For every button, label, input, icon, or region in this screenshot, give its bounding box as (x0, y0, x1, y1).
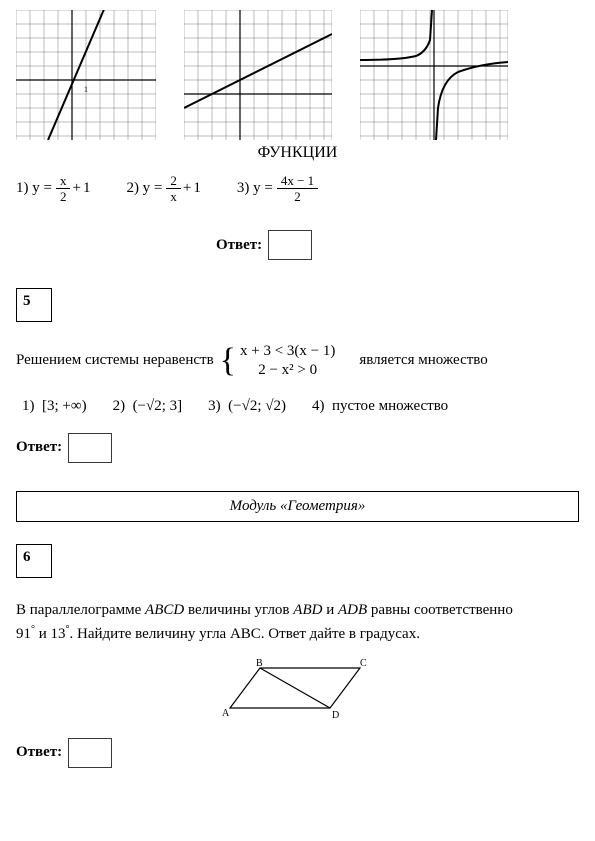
q5-statement: Решением системы неравенств { x + 3 < 3(… (16, 342, 579, 380)
answer-row-q5: Ответ: (16, 433, 579, 463)
svg-text:A: A (222, 708, 230, 719)
q5-option-3: 3) (−√2; √2) (208, 398, 286, 415)
q5-option-4: 4) пустое множество (312, 398, 448, 415)
brace-icon: { (220, 344, 236, 378)
svg-text:C: C (360, 658, 367, 669)
svg-text:B: B (256, 658, 263, 669)
function-options: 1) y = x2 + 1 2) y = 2x + 1 3) y = 4x − … (16, 172, 579, 206)
module-header: Модуль «Геометрия» (16, 491, 579, 522)
svg-text:D: D (332, 710, 339, 720)
parallelogram-figure: A B C D (16, 656, 579, 720)
q5-options: 1) [3; +∞) 2) (−√2; 3] 3) (−√2; √2) 4) п… (22, 398, 579, 415)
graph-reciprocal (360, 10, 508, 140)
answer-label: Ответ: (16, 744, 62, 761)
graph-linear: 1 (16, 10, 156, 140)
answer-row-q6: Ответ: (16, 738, 579, 768)
svg-text:1: 1 (84, 85, 88, 94)
question-number-5: 5 (16, 288, 52, 322)
func-option-3: 3) y = 4x − 12 (237, 174, 322, 205)
answer-box[interactable] (68, 433, 112, 463)
inequality-system: { x + 3 < 3(x − 1) 2 − x² > 0 (220, 342, 336, 380)
answer-box[interactable] (68, 738, 112, 768)
q6-paragraph: В параллелограмме ABCD величины углов AB… (16, 598, 579, 646)
figure-row: 1 (16, 10, 579, 140)
answer-label: Ответ: (16, 439, 62, 456)
func-option-1: 1) y = x2 + 1 (16, 174, 90, 205)
answer-label: Ответ: (216, 237, 262, 254)
answer-row-functions: Ответ: (216, 230, 579, 260)
graph-half-slope (184, 10, 332, 140)
answer-box[interactable] (268, 230, 312, 260)
q5-option-2: 2) (−√2; 3] (113, 398, 183, 415)
q5-option-1: 1) [3; +∞) (22, 398, 87, 415)
functions-caption: ФУНКЦИИ (16, 144, 579, 162)
question-number-6: 6 (16, 544, 52, 578)
func-option-2: 2) y = 2x + 1 (126, 174, 200, 205)
